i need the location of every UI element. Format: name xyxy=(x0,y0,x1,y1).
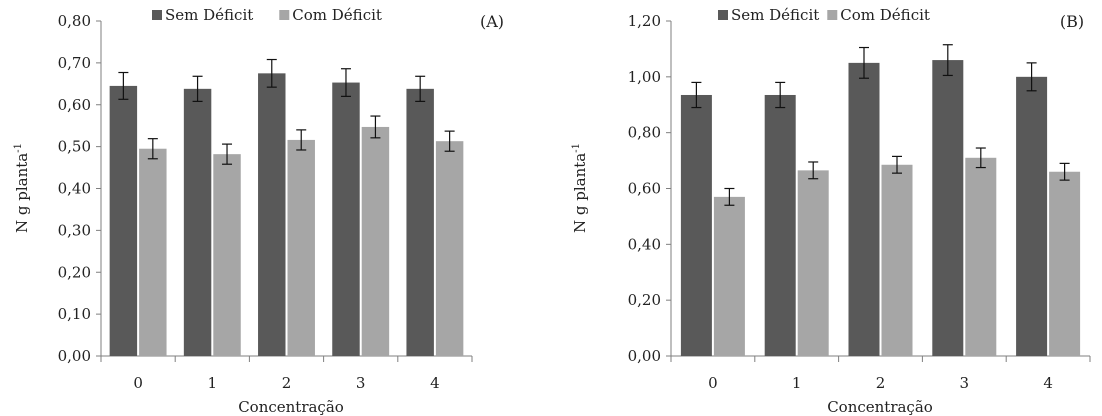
bar-sem-deficit xyxy=(109,85,138,356)
bar-sem-deficit xyxy=(848,62,880,356)
legend-label-com-deficit: Com Déficit xyxy=(292,6,382,24)
legend-swatch-com-deficit xyxy=(827,10,838,20)
x-tick-label: 0 xyxy=(133,374,143,392)
legend-swatch-sem-deficit xyxy=(718,10,728,20)
chart-panel-2: 0,00 0,20 0,40 0,60 0,80 1,00 1,20 0 1 2 3 4 Concent… xyxy=(571,6,1091,416)
y-tick-label: 0,00 xyxy=(58,347,91,365)
y-tick-label: 0,80 xyxy=(58,12,91,30)
bar-sem-deficit xyxy=(183,88,212,357)
legend-label-sem-deficit: Sem Déficit xyxy=(165,6,253,24)
bar-com-deficit xyxy=(213,154,241,356)
y-tick-label: 1,20 xyxy=(628,12,661,30)
y-tick-label: 0,10 xyxy=(58,305,91,323)
bar-sem-deficit xyxy=(1016,76,1048,356)
bar-com-deficit xyxy=(1049,171,1081,356)
bar-sem-deficit xyxy=(332,82,360,357)
y-axis-label-superscript: -1 xyxy=(571,143,582,153)
bar-com-deficit xyxy=(713,196,745,356)
chart-panel-1: 0,00 0,10 0,20 0,30 0,40 0,50 0,60 0,70 0,80 0 1 2 3… xyxy=(13,6,504,416)
y-tick-label: 0,60 xyxy=(628,180,661,198)
y-tick-label: 0,60 xyxy=(58,96,91,114)
x-tick-label: 2 xyxy=(282,374,292,392)
bar-com-deficit xyxy=(287,139,315,356)
legend-swatch-com-deficit xyxy=(279,10,290,20)
legend-swatch-sem-deficit xyxy=(152,10,162,20)
bar-com-deficit xyxy=(797,170,829,356)
x-tick-label: 1 xyxy=(208,374,218,392)
bar-sem-deficit xyxy=(932,60,964,356)
x-tick-label: 1 xyxy=(792,374,802,392)
bar-sem-deficit xyxy=(764,94,796,357)
panel-label: (B) xyxy=(1060,12,1084,31)
legend-label-com-deficit: Com Déficit xyxy=(840,6,930,24)
y-axis-label: N g planta-1 xyxy=(571,143,589,233)
bar-com-deficit xyxy=(435,141,464,356)
y-axis-label-base: N g planta xyxy=(13,153,31,233)
y-tick-label: 0,40 xyxy=(628,235,661,253)
panel-label: (A) xyxy=(480,12,504,31)
bar-com-deficit xyxy=(881,164,913,356)
bar-sem-deficit xyxy=(406,88,434,357)
legend-label-sem-deficit: Sem Déficit xyxy=(731,6,819,24)
y-tick-label: 0,80 xyxy=(628,124,661,142)
bar-com-deficit xyxy=(139,148,167,356)
bar-com-deficit xyxy=(361,126,390,356)
x-tick-label: 0 xyxy=(708,374,718,392)
x-tick-label: 3 xyxy=(356,374,366,392)
x-tick-label: 3 xyxy=(960,374,970,392)
bar-sem-deficit xyxy=(258,73,286,356)
x-axis-label: Concentração xyxy=(238,398,344,416)
y-tick-label: 0,20 xyxy=(58,263,91,281)
y-tick-label: 0,30 xyxy=(58,221,91,239)
x-tick-label: 2 xyxy=(876,374,886,392)
x-tick-label: 4 xyxy=(1043,374,1053,392)
bar-com-deficit xyxy=(965,157,997,356)
x-axis-label: Concentração xyxy=(827,398,933,416)
y-tick-label: 0,20 xyxy=(628,291,661,309)
y-tick-label: 1,00 xyxy=(628,68,661,86)
y-axis-label: N g planta-1 xyxy=(13,143,31,233)
y-tick-label: 0,70 xyxy=(58,54,91,72)
y-axis-label-superscript: -1 xyxy=(13,143,24,153)
y-tick-label: 0,40 xyxy=(58,180,91,198)
y-axis-label-base: N g planta xyxy=(571,153,589,233)
y-tick-label: 0,50 xyxy=(58,138,91,156)
bar-sem-deficit xyxy=(680,94,712,357)
y-tick-label: 0,00 xyxy=(628,347,661,365)
x-tick-label: 4 xyxy=(430,374,440,392)
